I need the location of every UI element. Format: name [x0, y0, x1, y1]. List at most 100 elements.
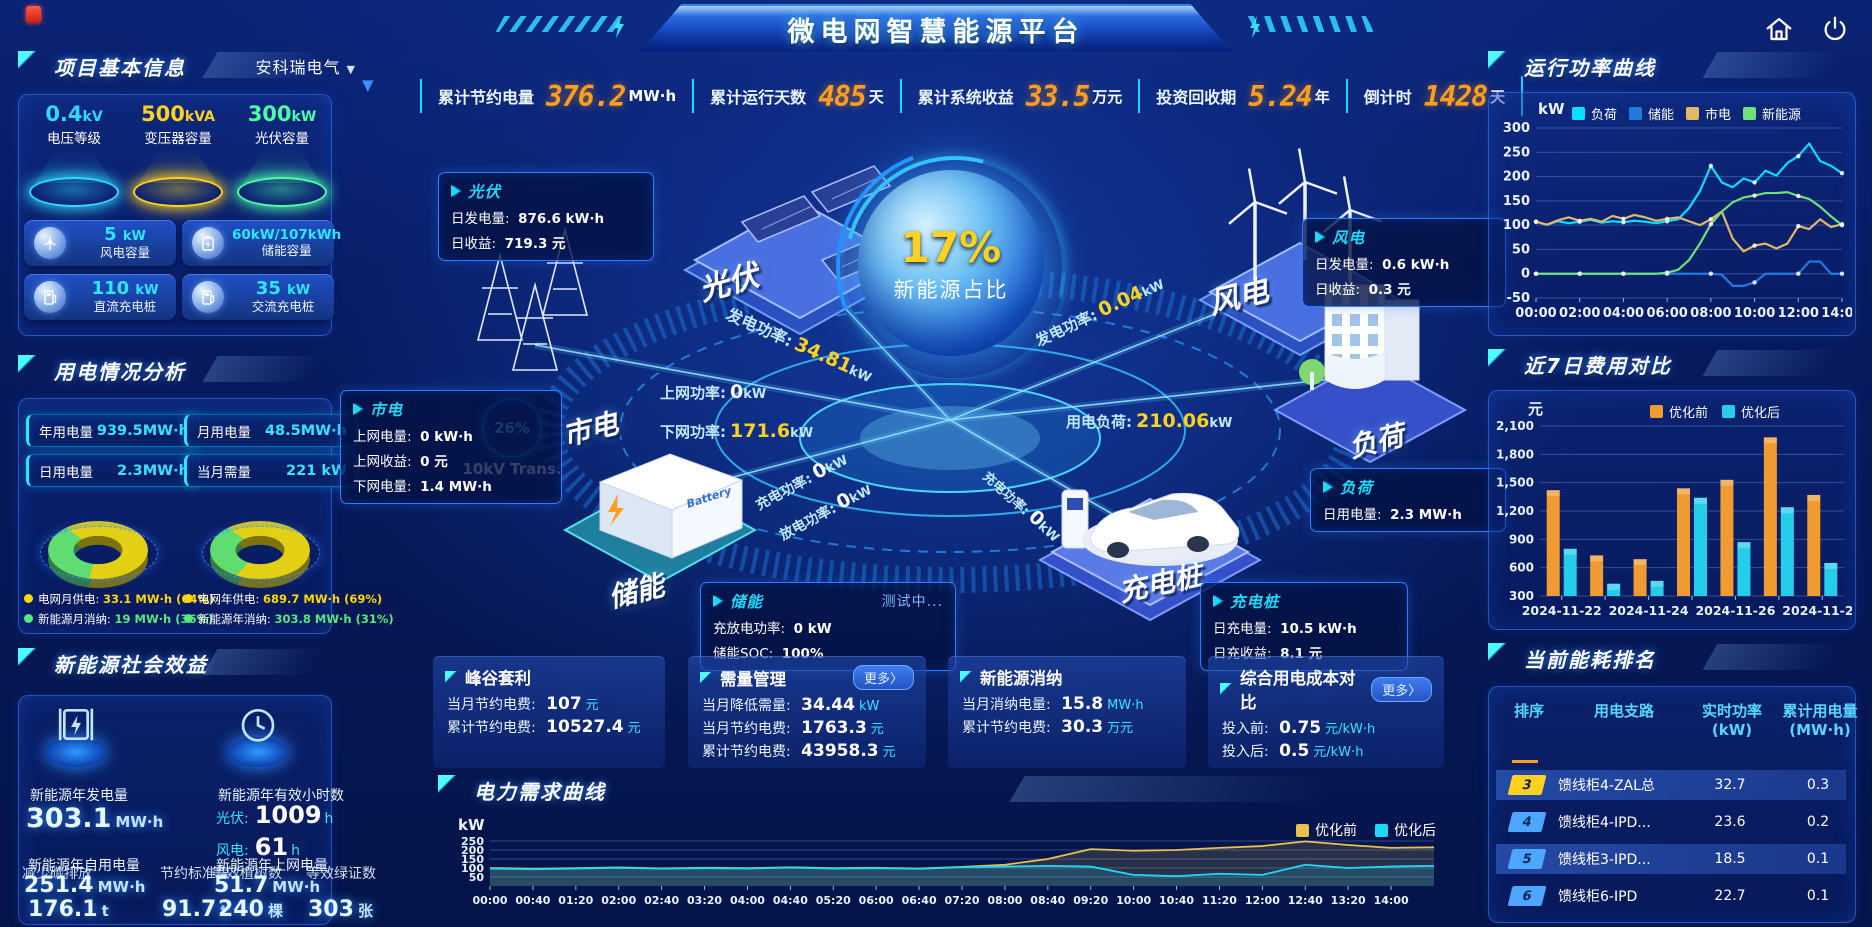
legend-value: 303.8 MW·h (31%) — [274, 612, 394, 626]
panel-corner-icon — [1220, 683, 1232, 695]
kpi-unit: MW·h — [628, 87, 677, 105]
table-row[interactable]: 4 馈线柜4-IPD... 23.6 0.2 — [1496, 807, 1846, 837]
panel-corner-icon — [445, 671, 457, 683]
panel-corner-icon — [960, 671, 972, 683]
branch-cell: 馈线柜4-ZAL总 — [1558, 778, 1655, 794]
panel-corner-icon — [1488, 51, 1506, 69]
chevron-right-icon — [713, 595, 722, 607]
summary-card-row: 投入前: 0.75 元/kW·h — [1222, 718, 1376, 738]
capacity-card-value: 35 kW — [255, 278, 311, 300]
panel-title: 电力需求曲线 — [474, 779, 606, 804]
legend-dot-icon — [24, 614, 33, 623]
header-decor-right — [1247, 16, 1375, 32]
chevron-right-icon — [1213, 595, 1222, 607]
panel-corner-icon — [18, 355, 36, 373]
capacity-card-label: 直流充电桩 — [93, 299, 157, 315]
svg-text:02:00: 02:00 — [601, 894, 636, 907]
svg-text:0: 0 — [1521, 267, 1530, 282]
capacity-spotlight: 0.4kV 电压等级 — [22, 102, 126, 207]
more-button[interactable]: 更多〉 — [1371, 676, 1432, 702]
info-box-title-text: 储能 — [730, 593, 764, 611]
kpi-value: 1428 — [1423, 79, 1488, 113]
svg-text:12:40: 12:40 — [1288, 894, 1323, 907]
more-button[interactable]: 更多〉 — [852, 665, 914, 690]
panel-corner-icon — [18, 51, 36, 69]
power-cell: 23.6 — [1714, 814, 1746, 830]
info-box-title-text: 风电 — [1332, 229, 1366, 247]
svg-text:00:00: 00:00 — [472, 894, 507, 907]
chart-legend-item[interactable]: 优化前 — [1650, 402, 1708, 421]
kpi-stat: 累计节约电量 376.2 MW·h — [420, 79, 692, 113]
consumption-donut-chart — [38, 500, 158, 588]
chart-legend-item[interactable]: 储能 — [1629, 104, 1674, 123]
alarm-icon[interactable] — [26, 6, 41, 23]
panel-energy-ranking: 当前能耗排名 排序 用电支路 实时功率 (kW) 累计用电量 (MW·h) 3 馈线柜4… — [1480, 640, 1862, 927]
consumption-donut-chart — [200, 500, 320, 588]
panel-title: 新能源社会效益 — [54, 652, 208, 677]
light-cone-icon — [243, 149, 321, 183]
capacity-card: 110 kW 直流充电桩 — [24, 274, 176, 320]
info-box-pv: 光伏 日发电量: 876.6 kW·h 日收益: 719.3 元 — [438, 172, 654, 261]
svg-text:1,500: 1,500 — [1496, 476, 1534, 490]
kpi-label: 倒计时 — [1363, 88, 1412, 107]
donut-ring-icon — [202, 526, 320, 580]
kpi-unit: 天 — [868, 87, 884, 106]
svg-text:200: 200 — [1503, 170, 1530, 185]
svg-text:150: 150 — [1503, 194, 1530, 209]
svg-text:2,100: 2,100 — [1496, 420, 1534, 433]
info-box-title-text: 光伏 — [468, 183, 502, 201]
summary-card-row: 当月消纳电量: 15.8 MW·h — [962, 694, 1144, 714]
table-row[interactable]: 5 馈线柜3-IPD... 18.5 0.1 — [1496, 844, 1846, 874]
chart-legend-item[interactable]: 新能源 — [1743, 104, 1801, 123]
svg-text:00:00: 00:00 — [1515, 306, 1556, 321]
svg-text:06:00: 06:00 — [1646, 306, 1687, 321]
collapse-caret-icon[interactable]: ▼ — [362, 76, 374, 94]
table-row[interactable]: 3 馈线柜4-ZAL总 32.7 0.3 — [1496, 770, 1846, 800]
capacity-card-text: 60kW/107kWh 储能容量 — [232, 228, 341, 258]
chart-legend-item[interactable]: 优化后 — [1375, 820, 1436, 840]
branch-cell: 馈线柜4-IPD... — [1558, 815, 1651, 831]
chart-legend-item[interactable]: 市电 — [1686, 104, 1731, 123]
flow-label-grid-up: 上网功率: 0kW — [660, 381, 767, 403]
capacity-value: 300kW — [247, 102, 317, 126]
panel-corner-icon — [1488, 349, 1506, 367]
summary-card-title: 需量管理 — [720, 669, 786, 689]
home-icon[interactable] — [1764, 14, 1794, 44]
svg-text:10:40: 10:40 — [1159, 894, 1194, 907]
column-header: 累计用电量 (MW·h) — [1782, 702, 1858, 739]
panel-title: 近7日费用对比 — [1524, 353, 1672, 378]
title-plate — [640, 4, 1232, 52]
info-box-row: 充放电功率: 0 kW — [713, 621, 832, 637]
lightning-icon — [614, 16, 624, 38]
chevron-down-icon: ▼ — [346, 63, 356, 76]
info-box-wind: 风电 日发电量: 0.6 kW·h 日收益: 0.3 元 — [1302, 218, 1506, 307]
battery-icon — [192, 227, 224, 259]
panel-title: 运行功率曲线 — [1524, 55, 1656, 80]
svg-text:100: 100 — [1503, 218, 1530, 233]
rank-slider[interactable] — [1512, 760, 1538, 763]
benefit-value: 303.1 — [26, 803, 112, 834]
kpi-unit: 年 — [1314, 87, 1330, 106]
legend-label: 新能源 — [1762, 108, 1802, 123]
svg-text:05:20: 05:20 — [816, 894, 851, 907]
summary-card-header: 新能源消纳 — [948, 656, 1186, 691]
table-row[interactable]: 6 馈线柜6-IPD 22.7 0.1 — [1496, 881, 1846, 911]
rank-badge: 6 — [1507, 886, 1547, 906]
run-power-line-chart: -50 0 50 100 150 200 250 300 00:00 02:00 04:00 06:0… — [1503, 121, 1852, 321]
svg-text:100: 100 — [461, 862, 484, 875]
chart-legend-item[interactable]: 优化前 — [1296, 820, 1357, 840]
power-icon[interactable] — [1820, 14, 1850, 44]
usage-stat: 月用电量 48.5MW·h — [184, 414, 358, 447]
chart-legend-item[interactable]: 优化后 — [1722, 402, 1780, 421]
capacity-card: 5 kW 风电容量 — [24, 220, 176, 266]
company-select[interactable]: 安科瑞电气 ▼ — [255, 58, 356, 77]
legend-dot-icon — [24, 594, 33, 603]
info-box-row: 日发电量: 0.6 kW·h — [1315, 257, 1450, 273]
branch-cell: 馈线柜6-IPD — [1558, 889, 1638, 905]
power-cell: 22.7 — [1714, 888, 1746, 904]
info-box-grid: 市电 上网电量: 0 kW·h 上网收益: 0 元下网电量: 1.4 MW·h — [340, 390, 562, 504]
legend-swatch-icon — [1296, 823, 1309, 837]
svg-text:12:00: 12:00 — [1245, 894, 1280, 907]
info-box-title: 负荷 — [1323, 476, 1493, 498]
chart-legend-item[interactable]: 负荷 — [1572, 104, 1617, 123]
